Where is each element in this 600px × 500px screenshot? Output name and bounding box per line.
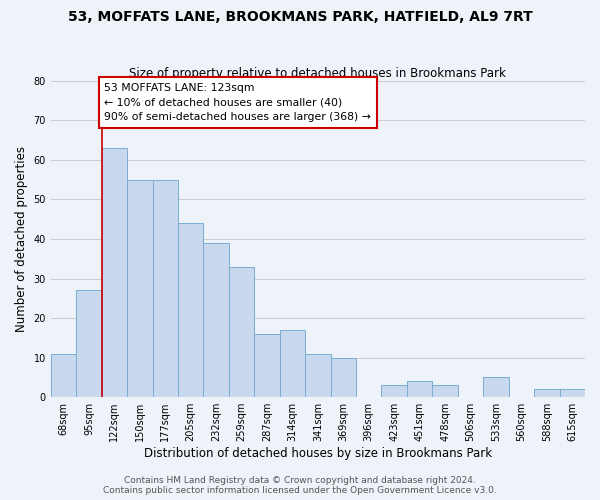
- Bar: [534, 390, 560, 397]
- X-axis label: Distribution of detached houses by size in Brookmans Park: Distribution of detached houses by size …: [144, 447, 492, 460]
- Bar: [382, 386, 407, 397]
- Title: Size of property relative to detached houses in Brookmans Park: Size of property relative to detached ho…: [130, 66, 506, 80]
- Text: 53 MOFFATS LANE: 123sqm
← 10% of detached houses are smaller (40)
90% of semi-de: 53 MOFFATS LANE: 123sqm ← 10% of detache…: [104, 82, 371, 122]
- Bar: [101, 148, 127, 397]
- Bar: [305, 354, 331, 397]
- Text: Contains HM Land Registry data © Crown copyright and database right 2024.
Contai: Contains HM Land Registry data © Crown c…: [103, 476, 497, 495]
- Bar: [254, 334, 280, 397]
- Bar: [407, 382, 433, 397]
- Bar: [433, 386, 458, 397]
- Y-axis label: Number of detached properties: Number of detached properties: [15, 146, 28, 332]
- Bar: [76, 290, 101, 397]
- Bar: [483, 378, 509, 397]
- Bar: [178, 223, 203, 397]
- Bar: [280, 330, 305, 397]
- Text: 53, MOFFATS LANE, BROOKMANS PARK, HATFIELD, AL9 7RT: 53, MOFFATS LANE, BROOKMANS PARK, HATFIE…: [68, 10, 532, 24]
- Bar: [152, 180, 178, 397]
- Bar: [51, 354, 76, 397]
- Bar: [331, 358, 356, 397]
- Bar: [127, 180, 152, 397]
- Bar: [203, 243, 229, 397]
- Bar: [560, 390, 585, 397]
- Bar: [229, 266, 254, 397]
